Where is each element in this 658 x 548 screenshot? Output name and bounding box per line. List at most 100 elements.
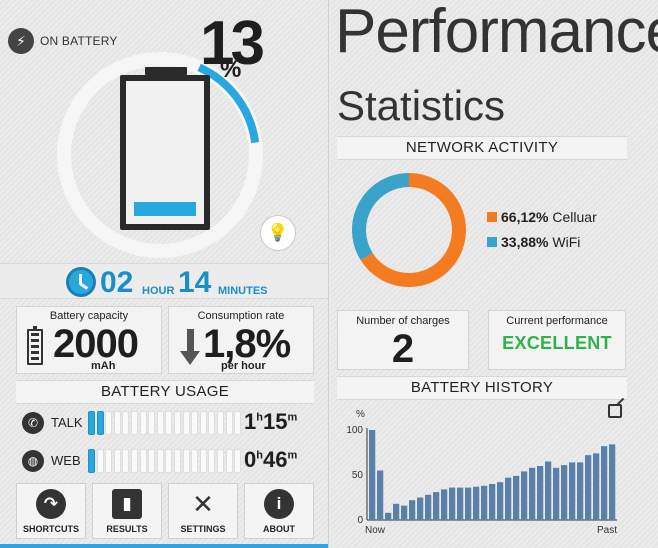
consumption-unit: per hour <box>221 360 266 372</box>
usage-segment <box>225 411 233 435</box>
usage-bar <box>88 411 248 435</box>
phone-icon: ✆ <box>22 412 44 434</box>
x-start-label: Now <box>365 525 386 536</box>
history-bar <box>537 466 544 520</box>
battery-history-header: BATTERY HISTORY <box>337 376 627 400</box>
performance-panel: Performance Statistics NETWORK ACTIVITY … <box>331 0 658 548</box>
usage-segment <box>199 411 207 435</box>
history-bar <box>497 482 504 520</box>
nav-label: ABOUT <box>263 524 295 534</box>
accent-bar <box>0 544 328 548</box>
usage-segment <box>165 411 173 435</box>
battery-icon <box>120 75 210 230</box>
network-donut-chart <box>352 173 466 287</box>
usage-segment <box>182 449 190 473</box>
hours-label: HOUR <box>142 285 175 297</box>
history-bar <box>529 467 536 520</box>
y-tick-label: 50 <box>352 470 364 481</box>
settings-button[interactable]: ✕ SETTINGS <box>168 483 238 539</box>
usage-segment <box>113 449 121 473</box>
history-bar <box>449 487 456 520</box>
usage-segment <box>199 449 207 473</box>
history-bar <box>601 446 608 520</box>
usage-segment <box>105 411 113 435</box>
usage-time: 0h46m <box>244 447 298 472</box>
nav-label: SETTINGS <box>180 524 226 534</box>
usage-row-talk[interactable]: ✆ TALK 1h15m <box>16 409 316 437</box>
page-subtitle: Statistics <box>337 82 506 129</box>
usage-time: 1h15m <box>244 409 298 434</box>
ring-progress <box>197 63 260 144</box>
hours-value: 02 <box>100 266 134 299</box>
usage-segment <box>156 449 164 473</box>
history-bar <box>481 485 488 520</box>
usage-segment <box>96 449 104 473</box>
capacity-value: 2000 <box>53 322 139 366</box>
usage-label: TALK <box>51 415 83 430</box>
capacity-unit: mAh <box>91 360 116 372</box>
history-bar <box>369 430 376 520</box>
history-bar <box>393 503 400 520</box>
usage-segment <box>191 411 199 435</box>
battery-capacity-card: Battery capacity 2000 mAh <box>16 306 162 374</box>
usage-segment <box>217 411 224 435</box>
bar-chart-icon: ▮ <box>112 489 142 519</box>
history-bar <box>513 475 520 520</box>
network-activity-header: NETWORK ACTIVITY <box>337 136 627 160</box>
history-bar <box>593 453 600 520</box>
light-bulb-button[interactable]: 💡 <box>260 215 296 251</box>
history-bar <box>401 505 408 520</box>
charges-title: Number of charges <box>356 315 450 327</box>
battery-icon <box>27 326 43 365</box>
y-axis-label: % <box>356 409 365 420</box>
usage-segment <box>217 449 224 473</box>
usage-row-web[interactable]: ◍ WEB 0h46m <box>16 447 316 475</box>
nav-label: SHORTCUTS <box>23 524 79 534</box>
battery-percent: 13 <box>200 9 265 78</box>
usage-segment <box>148 411 156 435</box>
usage-segment <box>139 411 147 435</box>
history-bar <box>457 487 464 520</box>
history-bar <box>609 444 616 520</box>
history-bar <box>465 487 472 520</box>
usage-segment <box>131 411 138 435</box>
globe-icon: ◍ <box>22 450 44 472</box>
history-bar <box>425 494 432 520</box>
results-button[interactable]: ▮ RESULTS <box>92 483 162 539</box>
shortcuts-button[interactable]: ↷ SHORTCUTS <box>16 483 86 539</box>
history-bar <box>505 477 512 520</box>
external-link-icon[interactable] <box>608 404 622 418</box>
usage-segment <box>148 449 156 473</box>
usage-segment <box>225 449 233 473</box>
history-bar <box>489 484 496 520</box>
battery-history-chart: % 0 50 100 Now Past <box>346 409 617 536</box>
battery-terminal <box>145 67 187 75</box>
history-bar <box>521 471 528 520</box>
usage-segment <box>174 449 181 473</box>
battery-fill <box>134 201 196 216</box>
history-bar <box>569 462 576 520</box>
x-end-label: Past <box>597 525 617 536</box>
history-bar <box>561 465 568 520</box>
history-bar <box>417 497 424 520</box>
usage-segment <box>88 449 95 473</box>
usage-segment <box>122 449 130 473</box>
performance-value: EXCELLENT <box>502 333 612 353</box>
legend-wifi: 33,88% WiFi <box>487 234 580 250</box>
clock-icon <box>66 267 96 297</box>
battery-panel: ⚡ ON BATTERY 13 % 💡 02 HOUR 14 MINUTES B… <box>0 0 329 548</box>
about-button[interactable]: i ABOUT <box>244 483 314 539</box>
charge-ring <box>57 52 263 258</box>
minutes-label: MINUTES <box>218 285 268 297</box>
down-arrow-icon <box>180 329 200 367</box>
usage-segment <box>113 411 121 435</box>
history-bar <box>545 461 552 520</box>
page-title: Performance <box>335 0 658 66</box>
usage-bar <box>88 449 248 473</box>
legend-swatch <box>487 237 497 247</box>
usage-segment <box>234 411 242 435</box>
usage-segment <box>105 449 113 473</box>
history-bar <box>433 492 440 520</box>
performance-card: Current performance EXCELLENT <box>488 310 626 370</box>
usage-segment <box>139 449 147 473</box>
